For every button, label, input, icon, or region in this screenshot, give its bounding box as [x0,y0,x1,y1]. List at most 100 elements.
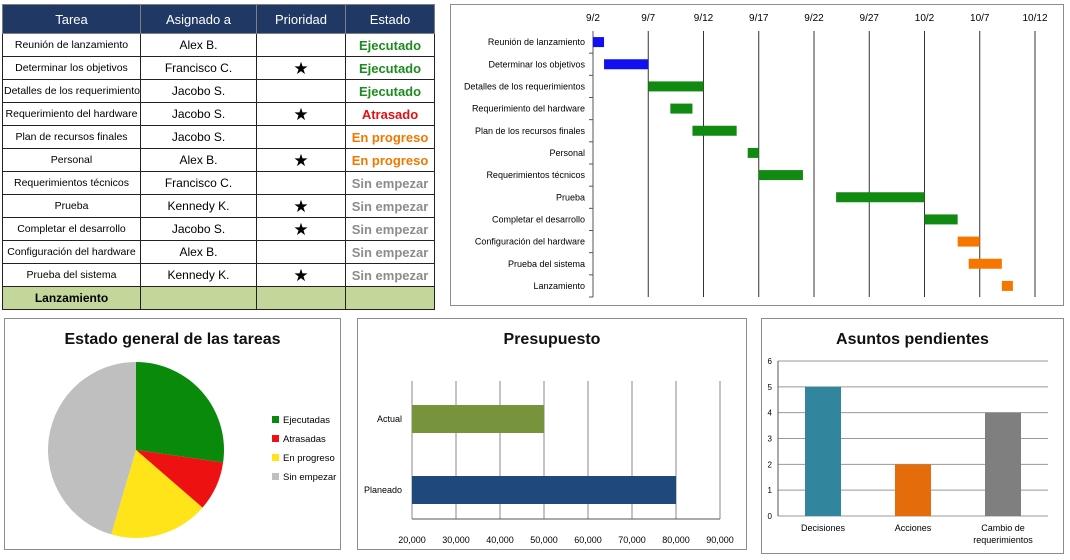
pie-legend-swatch [272,473,279,480]
gantt-task-label: Lanzamiento [533,281,585,291]
task-status: Sin empezar [345,263,435,287]
budget-x-tick-label: 40,000 [486,535,514,545]
table-row: Detalles de los requerimientos Jacobo S. E… [2,79,435,103]
budget-bar [412,405,544,433]
gantt-bar [648,81,704,92]
launch-row: Lanzamiento [2,286,435,310]
header-tarea: Tarea [2,4,141,34]
budget-x-tick-label: 90,000 [706,535,734,545]
task-owner: Alex B. [140,148,257,172]
gantt-task-label: Prueba del sistema [508,259,585,269]
table-row: Prueba del sistema Kennedy K. ★ Sin empezar [2,263,435,287]
budget-x-tick-label: 60,000 [574,535,602,545]
budget-x-tick-label: 20,000 [398,535,426,545]
issues-bar [805,386,841,516]
task-owner: Alex B. [140,33,257,57]
gantt-x-tick-label: 10/7 [970,13,990,24]
budget-x-tick-label: 80,000 [662,535,690,545]
issues-category-label: Acciones [895,523,932,533]
task-status: Sin empezar [345,171,435,195]
table-row: Plan de recursos finales Jacobo S. En prog… [2,125,435,149]
issues-category-label: Cambio de [981,523,1025,533]
gantt-task-label: Personal [549,148,585,158]
task-owner: Jacobo S. [140,217,257,241]
gantt-bar [836,192,925,203]
budget-panel: Presupuesto 20,000 30,000 40,000 50,000 60,0… [357,318,747,550]
task-name: Detalles de los requerimientos [2,79,141,103]
task-owner: Kennedy K. [140,194,257,218]
priority-star-icon: ★ [256,102,346,126]
budget-chart: 20,000 30,000 40,000 50,000 60,000 70,000 80,0… [364,381,734,545]
pie-legend-label: En progreso [283,453,335,464]
priority-star-icon: ★ [256,148,346,172]
gantt-bar [604,59,649,70]
issues-y-tick-label: 0 [768,512,773,521]
gantt-x-tick-label: 9/7 [641,13,655,24]
issues-y-tick-label: 4 [768,409,773,418]
priority-star-icon: ★ [256,263,346,287]
task-owner: Francisco C. [140,171,257,195]
budget-x-tick-label: 70,000 [618,535,646,545]
gantt-task-label: Requerimiento del hardware [472,104,585,114]
task-status: Ejecutado [345,56,435,80]
gantt-task-label: Completar el desarrollo [492,214,585,224]
issues-category-label: Decisiones [801,523,846,533]
task-name: Configuración del hardware [2,240,141,264]
pie-legend-swatch [272,454,279,461]
issues-y-tick-label: 5 [768,383,773,392]
issues-chart: 0 1 2 3 4 5 6 Decisiones Acciones Cambio de requer… [768,357,1048,545]
launch-label: Lanzamiento [2,286,141,310]
issues-y-tick-label: 6 [768,357,773,366]
gantt-bar [670,103,693,114]
gantt-task-label: Requerimientos técnicos [486,170,585,180]
pie-chart: Ejecutadas Atrasadas En progreso Sin empeza… [48,362,336,538]
task-status: En progreso [345,125,435,149]
issues-y-tick-label: 2 [768,460,773,469]
pie-slice [48,362,137,535]
priority-cell [256,240,346,264]
priority-cell [256,79,346,103]
task-name: Reunión de lanzamiento [2,33,141,57]
table-row: Completar el desarrollo Jacobo S. ★ Sin emp… [2,217,435,241]
pie-title: Estado general de las tareas [64,331,281,348]
gantt-bar [1001,280,1013,291]
task-name: Prueba del sistema [2,263,141,287]
gantt-x-tick-label: 10/2 [915,13,935,24]
pie-slice [136,362,225,463]
header-asignado: Asignado a [140,4,257,34]
task-name: Determinar los objetivos [2,56,141,80]
table-row: Determinar los objetivos Francisco C. ★ Eje… [2,56,435,80]
task-owner: Jacobo S. [140,102,257,126]
issues-panel: Asuntos pendientes 0 1 2 3 4 5 6 Decisiones Acci… [761,318,1064,554]
priority-cell [256,33,346,57]
header-prioridad: Prioridad [256,4,346,34]
issues-category-label: requerimientos [973,535,1033,545]
task-name: Requerimientos técnicos [2,171,141,195]
pie-panel: Estado general de las tareas Ejecutadas A… [4,318,341,550]
header-estado: Estado [345,4,435,34]
issues-bar [985,412,1021,516]
gantt-bar [692,125,737,136]
pie-slice [136,450,224,508]
gantt-bar [758,170,803,181]
priority-star-icon: ★ [256,194,346,218]
issues-y-tick-label: 3 [768,435,773,444]
issues-title: Asuntos pendientes [836,331,989,348]
launch-cell [256,286,346,310]
task-name: Requerimiento del hardware [2,102,141,126]
gantt-bar [747,147,759,158]
gantt-bar [593,37,605,48]
budget-x-tick-label: 50,000 [530,535,558,545]
gantt-task-label: Prueba [556,192,585,202]
task-table-header: Tarea Asignado a Prioridad Estado [2,4,435,34]
pie-legend-swatch [272,416,279,423]
gantt-panel: 9/2 9/7 9/12 9/17 9/22 9/27 10/2 10/7 10/12 Reuni… [450,4,1064,306]
task-status: Sin empezar [345,240,435,264]
gantt-x-tick-label: 10/12 [1022,13,1047,24]
task-owner: Alex B. [140,240,257,264]
issues-bar [895,464,931,516]
launch-cell [345,286,435,310]
table-row: Personal Alex B. ★ En progreso [2,148,435,172]
budget-x-tick-label: 30,000 [442,535,470,545]
gantt-bar [968,258,1002,269]
